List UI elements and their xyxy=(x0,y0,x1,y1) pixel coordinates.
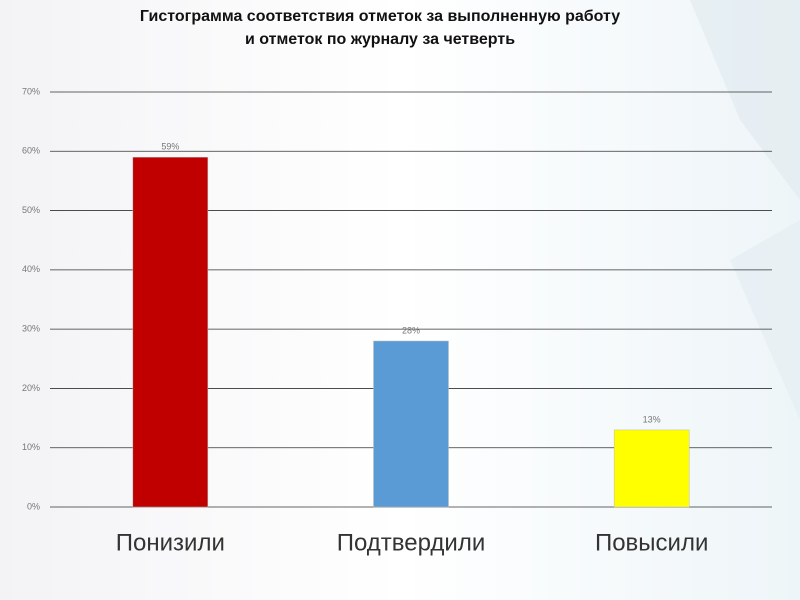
y-tick-label: 50% xyxy=(22,205,40,215)
y-tick-label: 0% xyxy=(27,501,40,511)
y-tick-label: 10% xyxy=(22,442,40,452)
y-tick-label: 40% xyxy=(22,264,40,274)
chart-title: Гистограмма соответствия отметок за выпо… xyxy=(140,8,620,25)
data-label: 13% xyxy=(643,414,661,424)
y-tick-label: 20% xyxy=(22,383,40,393)
x-tick-label: Понизили xyxy=(116,529,225,556)
x-tick-label: Повысили xyxy=(595,529,708,556)
x-tick-label: Подтвердили xyxy=(337,529,486,556)
data-label: 59% xyxy=(161,142,179,152)
chart-title: и отметок по журналу за четверть xyxy=(245,31,515,48)
data-label: 28% xyxy=(402,325,420,335)
bar xyxy=(132,156,209,508)
y-tick-label: 30% xyxy=(22,324,40,334)
bar xyxy=(373,340,449,508)
y-tick-label: 60% xyxy=(22,146,40,156)
bar xyxy=(613,429,690,508)
y-tick-label: 70% xyxy=(22,86,40,96)
decoration xyxy=(690,0,800,200)
